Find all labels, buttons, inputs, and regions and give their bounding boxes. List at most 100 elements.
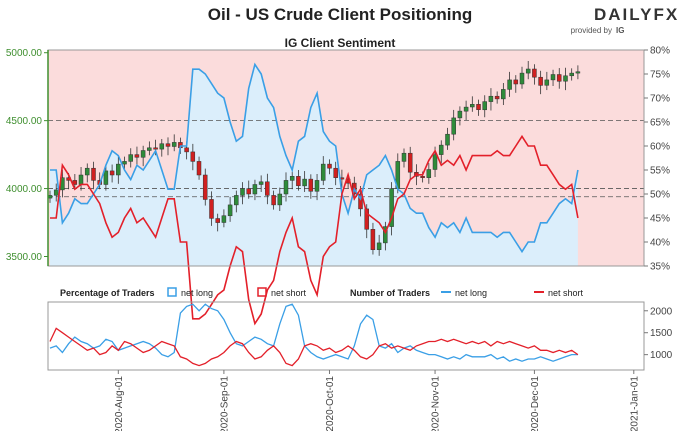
right-axis-tick-9: 35% xyxy=(650,262,670,273)
candle-body-13 xyxy=(128,154,133,162)
net-short-count-line xyxy=(49,327,579,367)
candle-body-25 xyxy=(202,174,208,200)
legend-num-short-label: net short xyxy=(548,288,584,298)
right-axis-tick-5: 55% xyxy=(650,166,670,177)
candle-body-1 xyxy=(53,189,59,196)
candle-body-85 xyxy=(575,71,581,74)
candle-body-55 xyxy=(389,188,394,227)
candle-body-76 xyxy=(519,72,525,85)
candle-body-45 xyxy=(327,163,332,169)
candle-body-73 xyxy=(501,89,506,100)
candle-body-16 xyxy=(147,147,152,151)
candle-body-29 xyxy=(227,204,233,217)
candle-body-18 xyxy=(159,143,165,150)
candle-body-69 xyxy=(476,104,481,110)
legend-number-label: Number of Traders xyxy=(350,288,430,298)
x-axis-tick-0: 2020-Aug-01 xyxy=(114,376,125,431)
candle-body-39 xyxy=(289,176,295,181)
bottom-axis-tick-0: 2000 xyxy=(650,306,673,317)
candle-body-41 xyxy=(302,178,307,187)
legend-percentage-label: Percentage of Traders xyxy=(60,288,155,298)
candle-body-58 xyxy=(407,152,413,173)
x-axis-tick-1: 2020-Sep-01 xyxy=(219,376,230,431)
legend-num-long-label: net long xyxy=(455,288,487,298)
candle-body-44 xyxy=(320,163,326,181)
candle-body-75 xyxy=(513,79,519,85)
candle-body-79 xyxy=(538,76,543,86)
bottom-panel: 2000 1500 1000 2020-Aug-01 2020-Sep-01 2020-… xyxy=(47,301,673,431)
left-axis-tick-2: 4000.00 xyxy=(6,184,43,195)
candle-body-52 xyxy=(370,229,376,250)
candle-body-74 xyxy=(507,79,512,90)
candle-body-66 xyxy=(457,110,463,119)
candle-body-15 xyxy=(140,150,146,158)
legend-pct-long-label: net long xyxy=(181,288,213,298)
candle-body-22 xyxy=(184,147,189,153)
candle-body-26 xyxy=(209,199,214,219)
candle-body-65 xyxy=(451,117,456,135)
bottom-axis-tick-2: 1000 xyxy=(650,350,673,361)
candle-body-67 xyxy=(463,106,469,112)
right-axis-tick-8: 40% xyxy=(650,238,670,249)
x-axis-tick-5: 2021-Jan-01 xyxy=(629,376,640,431)
candle-body-42 xyxy=(308,178,314,192)
legend: Percentage of Traders net long net short… xyxy=(60,287,584,298)
x-axis-tick-2: 2020-Oct-01 xyxy=(325,376,336,431)
bottom-axis-tick-1: 1500 xyxy=(650,328,673,339)
chart-title: Oil - US Crude Client Positioning xyxy=(208,5,472,24)
candle-body-53 xyxy=(376,242,382,250)
candle-body-4 xyxy=(72,180,78,185)
brand-logo: DAILYFX provided by IG xyxy=(571,5,678,35)
legend-pct-long-swatch xyxy=(167,287,177,297)
net-long-count-line xyxy=(49,303,578,362)
candle-body-83 xyxy=(563,75,568,82)
candle-body-80 xyxy=(544,79,550,86)
candle-body-33 xyxy=(252,184,258,195)
candle-body-6 xyxy=(84,167,90,176)
candle-body-19 xyxy=(165,143,171,147)
candle-body-84 xyxy=(569,72,574,77)
right-axis-tick-2: 70% xyxy=(650,94,670,105)
net-short-pct-line xyxy=(50,134,579,326)
candle-body-7 xyxy=(91,167,96,181)
candle-body-81 xyxy=(550,74,556,81)
brand-provider: IG xyxy=(616,26,624,35)
candle-body-64 xyxy=(445,133,450,146)
left-axis-tick-0: 5000.00 xyxy=(6,48,43,59)
candle-body-50 xyxy=(358,193,363,210)
candle-body-14 xyxy=(134,154,140,158)
candle-body-24 xyxy=(196,161,202,176)
candle-body-62 xyxy=(432,154,438,170)
candle-body-46 xyxy=(333,167,338,178)
candle-body-51 xyxy=(364,208,369,230)
candle-body-32 xyxy=(246,188,251,195)
candle-body-68 xyxy=(470,104,475,108)
candle-body-78 xyxy=(532,68,537,78)
candle-body-28 xyxy=(221,215,227,223)
left-axis-tick-3: 3500.00 xyxy=(6,252,43,263)
candle-body-23 xyxy=(190,151,196,162)
main-panel: 5000.00 4500.00 4000.00 3500.00 80% 75% 70% 65… xyxy=(6,46,670,326)
candle-body-9 xyxy=(103,170,109,185)
candle-body-72 xyxy=(494,95,500,100)
candle-body-57 xyxy=(401,152,407,162)
right-axis-tick-7: 45% xyxy=(650,214,670,225)
candle-body-36 xyxy=(271,195,276,206)
x-axis-tick-4: 2020-Dec-01 xyxy=(530,376,541,431)
main-panel-title: IG Client Sentiment xyxy=(285,36,396,50)
candle-body-17 xyxy=(153,147,158,150)
candle-body-61 xyxy=(426,169,432,178)
candle-body-34 xyxy=(258,181,264,185)
net-long-area-fill xyxy=(50,64,578,267)
right-axis-tick-6: 50% xyxy=(650,190,670,201)
right-axis-tick-0: 80% xyxy=(650,46,670,57)
candle-body-60 xyxy=(420,176,425,178)
candle-body-63 xyxy=(438,144,444,155)
candle-body-11 xyxy=(116,163,121,176)
candle-body-43 xyxy=(314,180,320,192)
left-axis-tick-1: 4500.00 xyxy=(6,116,43,127)
candle-body-10 xyxy=(109,170,115,176)
x-axis-tick-3: 2020-Nov-01 xyxy=(431,376,442,431)
candle-body-82 xyxy=(556,74,562,82)
candle-body-5 xyxy=(78,174,84,185)
